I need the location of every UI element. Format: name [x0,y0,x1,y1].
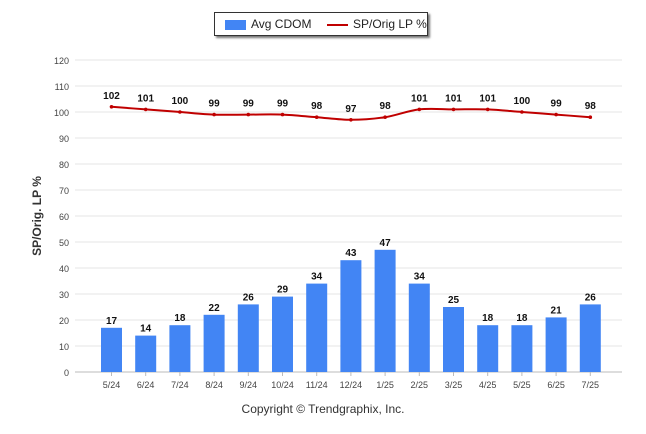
bar-value-label: 18 [174,313,186,324]
bar [340,260,362,372]
y-tick-label: 110 [55,82,69,92]
legend-line-swatch [327,24,348,26]
x-tick-label: 10/24 [271,380,294,390]
x-tick-label: 6/24 [137,380,155,390]
bar-value-label: 18 [516,313,528,324]
bar [443,307,464,372]
y-axis-title: SP/Orig. LP % [30,176,44,256]
bar [237,304,259,372]
x-tick-label: 1/25 [376,380,394,390]
chart-legend: Avg CDOM SP/Orig LP % [214,12,428,36]
line-point [280,112,285,117]
bar [477,325,499,372]
x-tick-label: 7/24 [171,380,189,390]
bar [101,327,122,372]
bar-value-label: 26 [243,292,255,303]
y-tick-label: 40 [59,264,69,274]
y-tick-label: 100 [54,108,69,118]
line-value-label: 99 [551,99,563,110]
line-value-label: 101 [445,93,462,104]
x-tick-label: 11/24 [306,380,328,390]
y-tick-label: 60 [59,212,69,222]
line-point [109,105,114,109]
line-point [314,115,319,119]
y-tick-label: 70 [59,186,69,196]
x-tick-label: 4/25 [479,380,497,390]
y-tick-label: 10 [59,342,69,352]
line-value-label: 101 [137,93,154,104]
bar [408,283,430,372]
x-tick-label: 8/24 [205,380,223,390]
legend-bar-label: Avg CDOM [251,17,312,31]
bar-value-label: 34 [414,272,426,283]
bar-value-label: 18 [482,313,494,324]
bar-value-label: 17 [106,316,118,327]
bar [545,317,567,372]
bar [203,314,225,372]
line-value-label: 99 [277,99,289,110]
legend-line-label: SP/Orig LP % [353,17,427,31]
bar-value-label: 25 [448,295,460,306]
bar [272,296,293,372]
y-tick-label: 120 [54,56,69,66]
line-value-label: 102 [103,91,120,102]
line-point [212,112,216,117]
line-value-label: 101 [411,93,428,104]
x-tick-label: 3/25 [445,380,463,390]
line-point [417,107,422,112]
bar [135,335,157,372]
x-tick-label: 5/24 [103,380,121,390]
x-tick-label: 6/25 [547,380,565,390]
bar-value-label: 22 [209,303,221,314]
line-point [383,115,387,119]
line-point [143,107,148,112]
bar [306,283,328,372]
line-point [588,115,593,119]
line-value-label: 99 [209,99,221,110]
line-point [554,112,558,117]
line-point [520,110,524,114]
y-tick-label: 50 [59,238,69,248]
y-tick-label: 30 [59,290,69,300]
legend-bar-swatch [225,20,246,30]
line-value-label: 98 [380,101,392,112]
bar-value-label: 47 [380,238,392,249]
bar [374,249,396,372]
line-point [485,107,490,112]
copyright-text: Copyright © Trendgraphix, Inc. [241,402,405,416]
line-value-label: 100 [514,96,531,107]
line-value-label: 100 [172,96,189,107]
bar-value-label: 34 [311,272,323,283]
y-tick-label: 90 [59,134,69,144]
bar-value-label: 26 [585,292,597,303]
bar-value-label: 43 [345,248,357,259]
x-tick-label: 7/25 [582,380,600,390]
y-tick-label: 20 [59,316,69,326]
line-point [349,118,353,122]
y-tick-label: 80 [59,160,69,170]
line-value-label: 98 [311,101,323,112]
bar [169,325,191,372]
bar [511,325,533,372]
bar-value-label: 21 [551,305,563,316]
x-tick-label: 2/25 [411,380,429,390]
line-point [178,110,182,114]
x-tick-label: 12/24 [340,380,363,390]
line-value-label: 98 [585,101,597,112]
line-value-label: 101 [479,93,496,104]
x-tick-label: 9/24 [240,380,258,390]
bar-value-label: 29 [277,285,289,296]
line-value-label: 97 [345,104,357,115]
line-value-label: 99 [243,99,255,110]
line-point [451,107,456,112]
x-tick-label: 5/25 [513,380,531,390]
y-tick-label: 0 [64,368,69,378]
bar [579,304,601,372]
bar-value-label: 14 [140,324,152,335]
line-point [246,112,251,117]
